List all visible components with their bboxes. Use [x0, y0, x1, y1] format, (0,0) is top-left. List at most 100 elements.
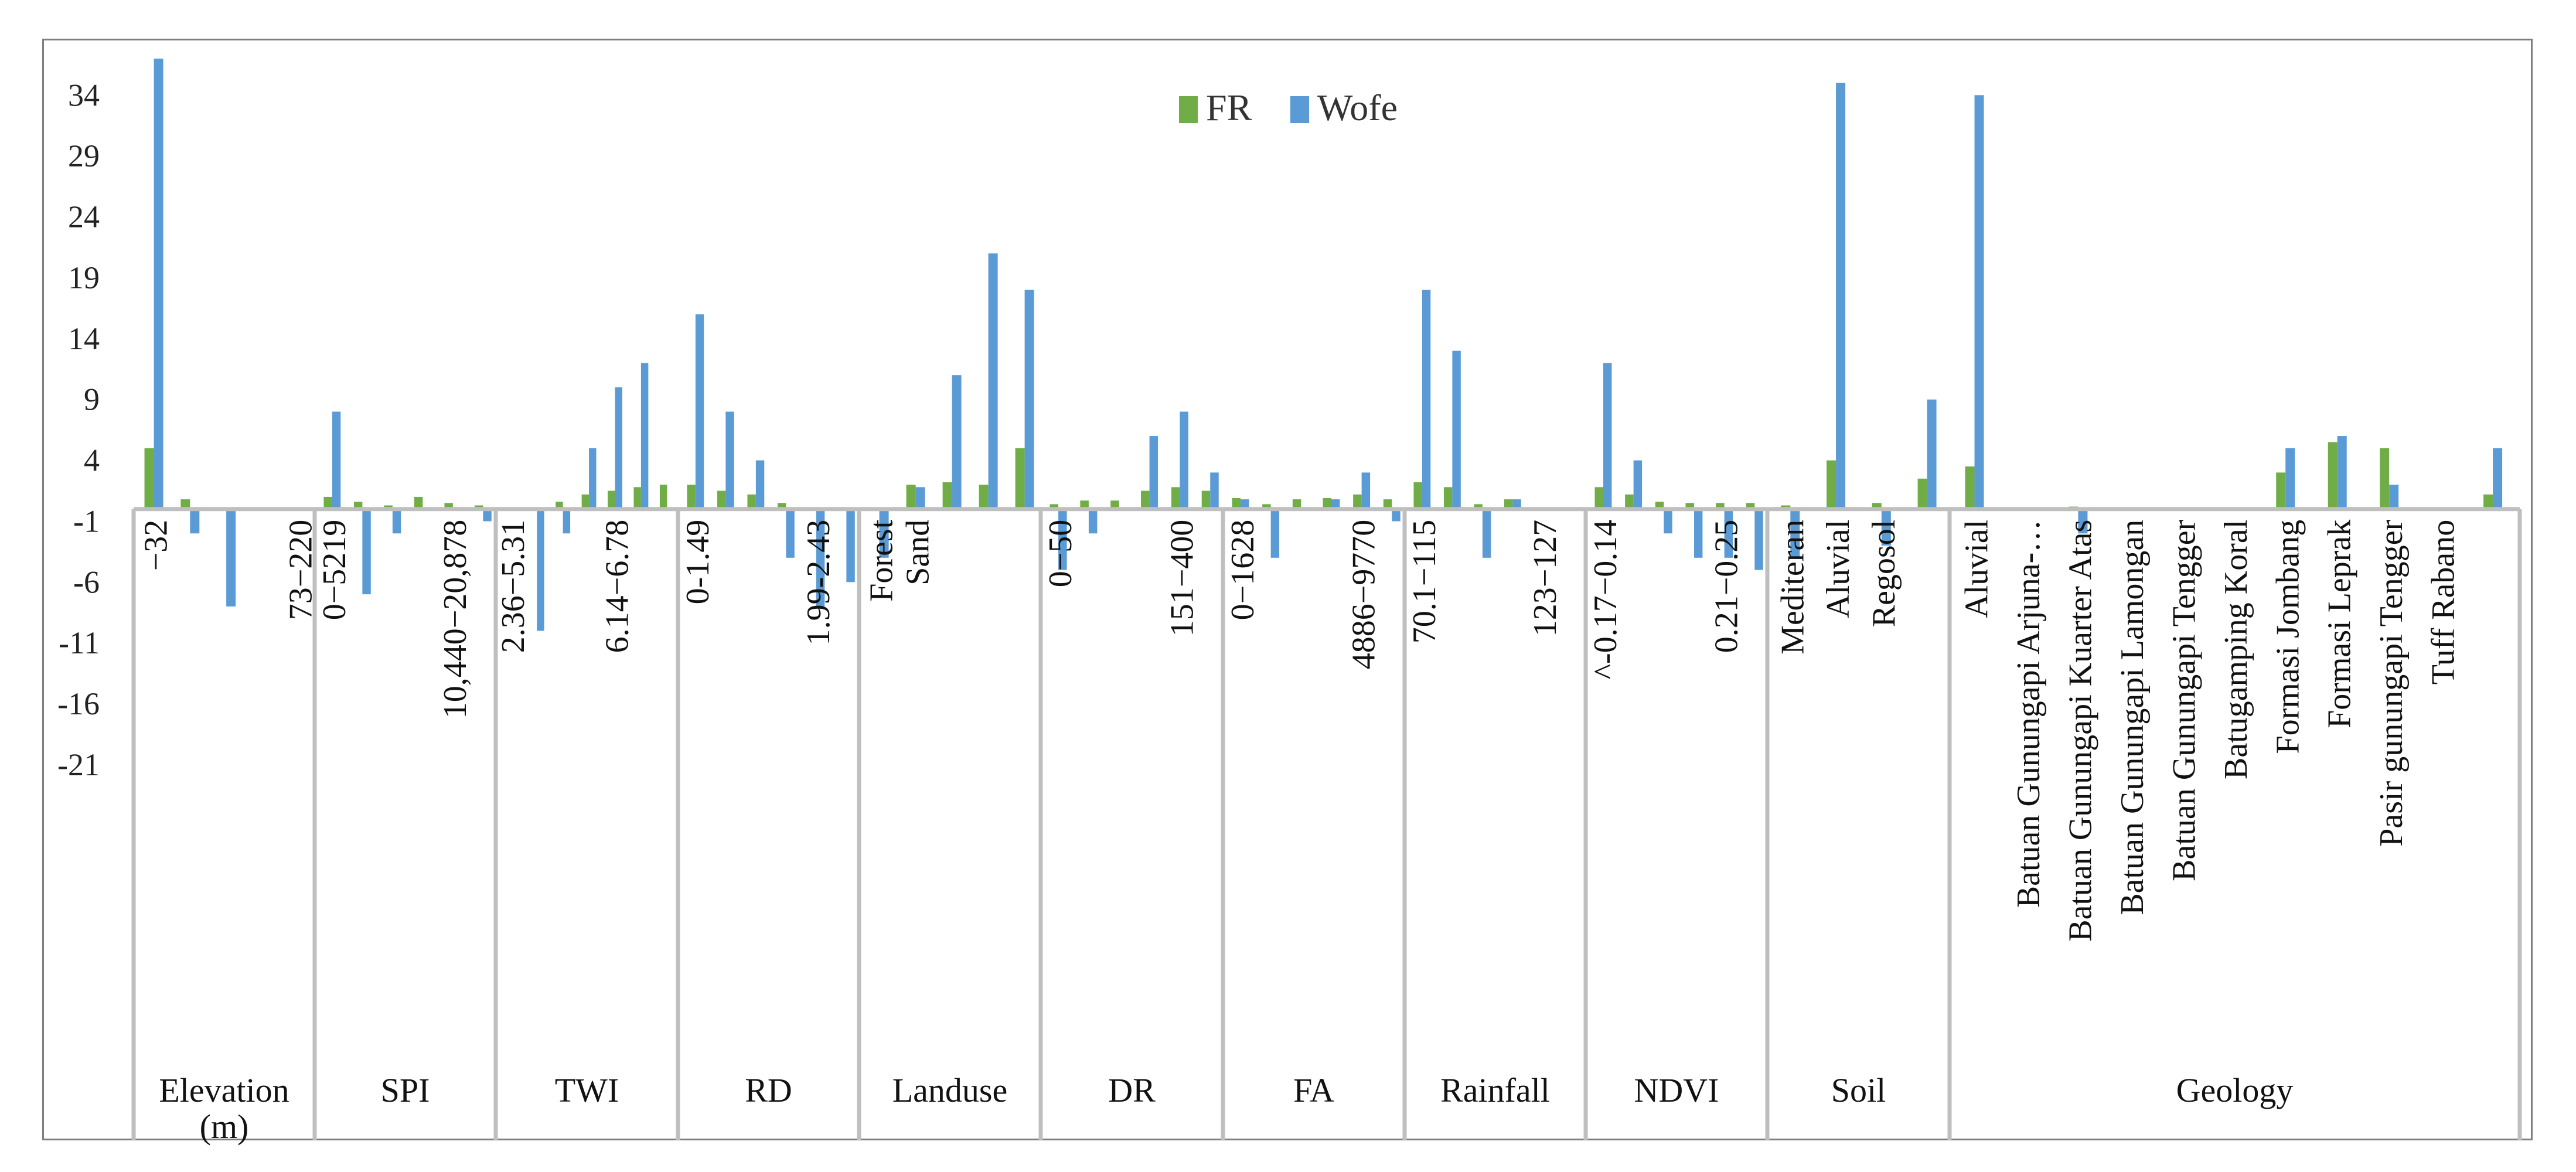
wofe-bar: [1392, 509, 1401, 522]
wofe-bar: [816, 509, 825, 607]
wofe-bar: [952, 375, 962, 509]
wofe-bar: [1210, 472, 1219, 509]
y-tick-label: 9: [84, 382, 100, 417]
category-label: 1.99-2.43: [800, 520, 837, 646]
fr-bar: [581, 494, 590, 509]
group-label: NDVI: [1634, 1071, 1719, 1109]
wofe-bar: [1754, 509, 1763, 570]
wofe-bar: [786, 509, 795, 558]
fr-bar: [1872, 503, 1882, 509]
fr-bar: [1965, 466, 1975, 509]
fr-bar: [2380, 448, 2390, 509]
fr-bar: [2483, 494, 2493, 509]
category-label: Sand: [900, 520, 936, 585]
category-label: 2.36−5.31: [495, 520, 531, 653]
category-label: Formasi Jombang: [2270, 520, 2306, 754]
fr-bar: [633, 487, 641, 509]
fr-bar: [1443, 487, 1453, 509]
wofe-bar: [1422, 289, 1431, 509]
y-tick-label: 19: [68, 260, 100, 295]
fr-bar: [906, 485, 916, 509]
category-label: Formasi Leprak: [2322, 520, 2358, 728]
wofe-bar: [190, 509, 200, 534]
wofe-bar: [1452, 350, 1461, 509]
wofe-bar: [563, 509, 571, 534]
category-label: 0−1628: [1225, 520, 1261, 621]
category-label: 70.1−115: [1406, 520, 1443, 644]
legend-label-wofe: Wofe: [1317, 87, 1398, 128]
y-tick-label: -21: [57, 747, 100, 782]
category-label: Forest: [864, 519, 900, 601]
wofe-bar: [846, 509, 855, 582]
category-label: Pasir gunungapi Tengger: [2373, 519, 2410, 846]
fr-bar: [1323, 498, 1331, 509]
y-tick-label: 34: [68, 77, 100, 113]
fr-bar: [1353, 494, 1362, 509]
wofe-bar: [1836, 83, 1846, 509]
fr-bar: [1050, 504, 1059, 509]
category-label: 0−50: [1042, 520, 1079, 588]
fr-bar: [717, 490, 726, 509]
category-label: Batuan Gunungapi Kuarter Atas: [2062, 520, 2098, 942]
fr-bar: [1141, 490, 1150, 509]
wofe-bar: [615, 387, 622, 509]
wofe-bar: [226, 509, 236, 607]
category-label: Batugamping Koral: [2218, 520, 2254, 779]
y-tick-label: 29: [68, 138, 100, 173]
category-label: ^-0.17−0.14: [1587, 520, 1624, 680]
group-label: Elevation: [159, 1071, 289, 1109]
fr-bar: [1917, 478, 1927, 509]
wofe-bar: [2285, 448, 2295, 509]
fr-bar: [444, 503, 453, 509]
fr-bar: [2276, 472, 2286, 509]
fr-bar: [414, 496, 423, 509]
wofe-bar: [879, 509, 889, 558]
fr-bar: [747, 494, 756, 509]
wofe-bar: [1088, 509, 1098, 534]
fr-bar: [1827, 460, 1836, 509]
y-tick-label: -16: [57, 686, 100, 721]
wofe-bar: [1633, 460, 1643, 509]
wofe-bar: [755, 460, 765, 509]
category-label: Aluvial: [1959, 520, 1995, 618]
fr-bar: [1262, 504, 1271, 509]
fr-bar: [323, 496, 332, 509]
fr-bar: [1201, 490, 1211, 509]
group-label: SPI: [381, 1071, 430, 1109]
group-label: Rainfall: [1440, 1071, 1550, 1109]
wofe-bar: [1058, 509, 1067, 570]
wofe-bar: [537, 509, 544, 631]
wofe-bar: [2337, 436, 2347, 509]
fr-bar: [1015, 448, 1025, 509]
fr-bar: [1080, 500, 1089, 509]
fr-bar: [2328, 442, 2338, 509]
wofe-bar: [1790, 509, 1800, 558]
fr-bar: [777, 503, 786, 509]
wofe-bar: [1664, 509, 1672, 534]
wofe-bar: [1149, 436, 1158, 509]
fr-bar: [1474, 504, 1483, 509]
category-label: 4886−9770: [1346, 520, 1382, 670]
wofe-bar: [1724, 509, 1733, 558]
wofe-bar: [2078, 509, 2088, 534]
y-tick-label: 14: [68, 321, 100, 356]
group-label: FA: [1293, 1071, 1334, 1109]
group-label: TWI: [555, 1071, 619, 1109]
category-label: 123−127: [1527, 520, 1563, 637]
fr-bar: [1171, 487, 1180, 509]
fr-bar: [1292, 499, 1301, 509]
wofe-bar: [1180, 411, 1188, 509]
y-tick-label: -1: [73, 503, 100, 539]
wofe-bar: [154, 59, 163, 509]
wofe-bar: [988, 253, 998, 509]
wofe-bar: [1270, 509, 1280, 558]
category-label: 151−400: [1164, 520, 1200, 637]
category-label: Regosol: [1866, 520, 1902, 628]
wofe-bar: [1927, 399, 1937, 509]
category-label: 10,440−20,878: [437, 520, 473, 719]
category-label: Batuan Gunungapi Lamongan: [2114, 520, 2151, 915]
wofe-bar: [915, 487, 925, 509]
category-label: 6.14−6.78: [599, 520, 635, 653]
wofe-bar: [2493, 448, 2503, 509]
fr-bar: [1746, 503, 1755, 509]
